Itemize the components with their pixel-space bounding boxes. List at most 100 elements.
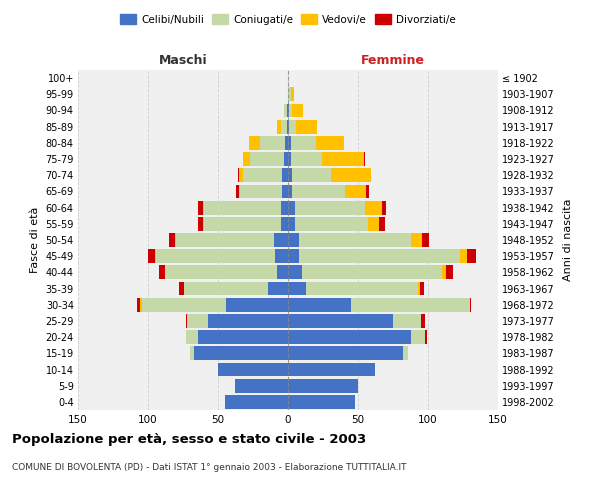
Bar — [302, 266, 442, 280]
Bar — [241, 184, 283, 198]
Bar — [281, 217, 288, 230]
Bar — [194, 346, 288, 360]
Bar — [165, 266, 277, 280]
Bar — [186, 314, 187, 328]
Bar — [239, 184, 241, 198]
Bar — [288, 104, 289, 118]
Bar — [365, 200, 382, 214]
Bar — [235, 379, 288, 392]
Bar — [460, 250, 467, 263]
Bar — [291, 136, 316, 149]
Bar — [288, 250, 299, 263]
Bar — [288, 330, 411, 344]
Bar — [281, 200, 288, 214]
Bar — [250, 152, 284, 166]
Bar — [157, 250, 275, 263]
Bar — [285, 136, 288, 149]
Bar — [288, 168, 292, 182]
Bar — [403, 346, 409, 360]
Bar — [249, 136, 260, 149]
Bar — [288, 298, 351, 312]
Bar — [277, 120, 281, 134]
Bar — [218, 362, 288, 376]
Bar — [199, 217, 203, 230]
Bar — [322, 152, 364, 166]
Bar — [287, 104, 288, 118]
Bar — [419, 282, 424, 296]
Bar — [296, 120, 317, 134]
Bar — [418, 282, 419, 296]
Bar — [288, 217, 295, 230]
Bar — [292, 184, 346, 198]
Bar — [292, 168, 331, 182]
Bar — [295, 217, 368, 230]
Bar — [275, 250, 288, 263]
Bar — [159, 266, 165, 280]
Bar — [288, 152, 291, 166]
Bar — [284, 104, 287, 118]
Bar — [226, 298, 288, 312]
Bar — [176, 233, 274, 247]
Bar — [277, 266, 288, 280]
Bar — [140, 298, 142, 312]
Bar — [422, 233, 430, 247]
Bar — [467, 250, 476, 263]
Bar — [425, 330, 427, 344]
Bar — [225, 395, 288, 409]
Bar — [288, 362, 375, 376]
Bar — [274, 233, 288, 247]
Bar — [288, 233, 299, 247]
Y-axis label: Anni di nascita: Anni di nascita — [563, 198, 574, 281]
Bar — [142, 298, 226, 312]
Bar — [137, 298, 140, 312]
Bar — [411, 330, 425, 344]
Bar — [288, 346, 403, 360]
Bar — [148, 250, 155, 263]
Bar — [287, 120, 288, 134]
Bar — [199, 200, 203, 214]
Bar — [203, 200, 204, 214]
Bar — [288, 395, 355, 409]
Bar — [169, 233, 175, 247]
Bar — [203, 217, 204, 230]
Bar — [208, 314, 288, 328]
Bar — [186, 330, 199, 344]
Bar — [288, 120, 289, 134]
Text: Maschi: Maschi — [158, 54, 208, 67]
Bar — [295, 200, 365, 214]
Bar — [351, 298, 470, 312]
Bar — [187, 314, 208, 328]
Bar — [288, 379, 358, 392]
Bar — [283, 168, 288, 182]
Bar — [299, 233, 411, 247]
Bar — [316, 136, 344, 149]
Text: Femmine: Femmine — [361, 54, 425, 67]
Bar — [288, 200, 295, 214]
Text: Popolazione per età, sesso e stato civile - 2003: Popolazione per età, sesso e stato civil… — [12, 432, 366, 446]
Bar — [446, 266, 453, 280]
Bar — [393, 314, 421, 328]
Bar — [288, 266, 302, 280]
Bar — [421, 314, 425, 328]
Bar — [283, 184, 288, 198]
Bar — [411, 233, 422, 247]
Bar — [179, 282, 184, 296]
Bar — [236, 184, 239, 198]
Bar — [243, 152, 250, 166]
Bar — [199, 330, 288, 344]
Bar — [288, 314, 393, 328]
Bar — [382, 200, 386, 214]
Bar — [243, 168, 283, 182]
Bar — [281, 120, 287, 134]
Bar — [288, 282, 306, 296]
Bar — [368, 217, 379, 230]
Bar — [299, 250, 460, 263]
Bar — [306, 282, 418, 296]
Bar — [184, 282, 268, 296]
Bar — [292, 104, 304, 118]
Bar — [289, 120, 296, 134]
Bar — [204, 200, 281, 214]
Bar — [346, 184, 367, 198]
Bar — [364, 152, 365, 166]
Bar — [331, 168, 371, 182]
